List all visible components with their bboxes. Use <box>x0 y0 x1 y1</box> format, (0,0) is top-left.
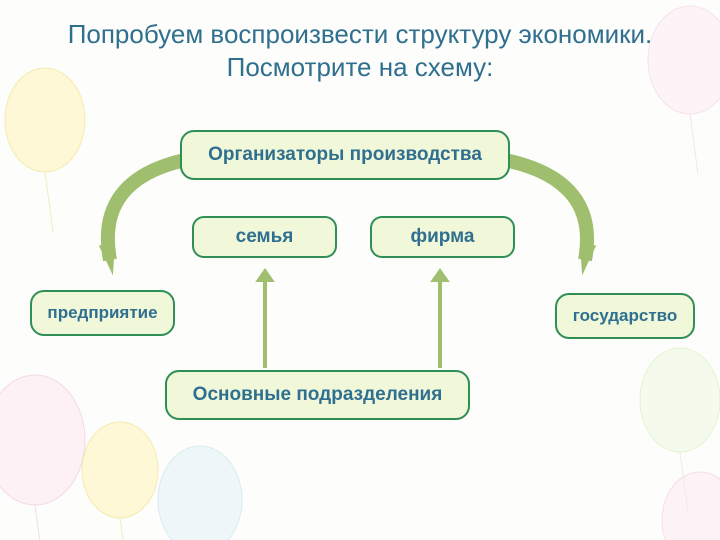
node-state: государство <box>555 293 695 339</box>
slide: { "title": { "text": "Попробуем воспроиз… <box>0 0 720 540</box>
node-family: семья <box>192 216 337 258</box>
node-organizers: Организаторы производства <box>180 130 510 180</box>
node-enterprise: предприятие <box>30 290 175 336</box>
node-main-sub: Основные подразделения <box>165 370 470 420</box>
node-firm: фирма <box>370 216 515 258</box>
slide-title: Попробуем воспроизвести структуру эконом… <box>40 18 680 83</box>
